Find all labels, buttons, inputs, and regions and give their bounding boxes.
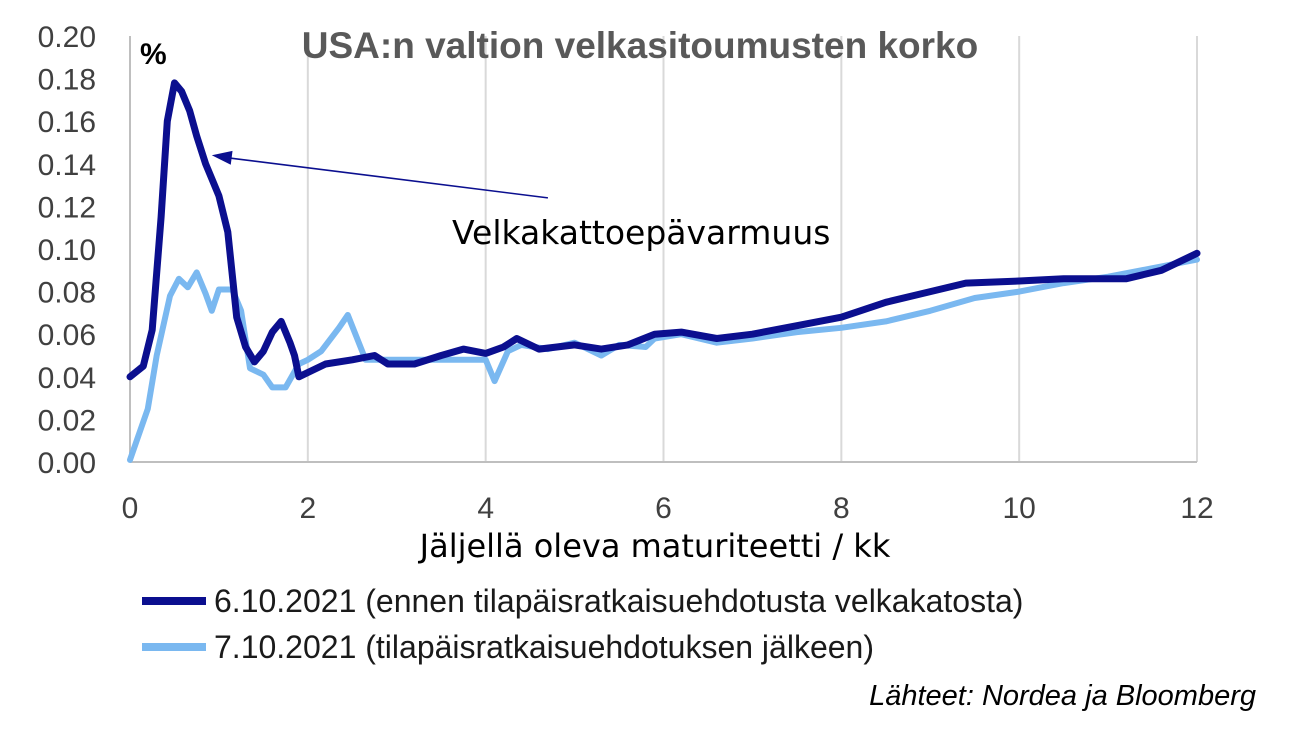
- y-tick-label: 0.14: [38, 149, 96, 182]
- x-tick-label: 10: [1002, 492, 1035, 525]
- x-axis-ticks: 0 2 4 6 8 10 12: [122, 492, 1214, 525]
- chart-title: USA:n valtion velkasitoumusten korko: [302, 25, 978, 66]
- legend-label-1: 7.10.2021 (tilapäisratkaisuehdotuksen jä…: [214, 629, 874, 665]
- y-tick-label: 0.00: [38, 447, 96, 480]
- annotation-arrow-line: [223, 156, 549, 199]
- y-tick-label: 0.16: [38, 106, 96, 139]
- x-axis-label: Jäljellä oleva maturiteetti / kk: [418, 527, 891, 565]
- series-lines: [126, 79, 1201, 463]
- y-tick-label: 0.12: [38, 191, 96, 224]
- y-tick-label: 0.04: [38, 362, 96, 395]
- x-tick-label: 8: [833, 492, 850, 525]
- x-tick-label: 12: [1180, 492, 1213, 525]
- annotation-text: Velkakattoepävarmuus: [452, 213, 830, 252]
- y-tick-label: 0.18: [38, 64, 96, 97]
- x-tick-label: 2: [299, 492, 316, 525]
- y-tick-label: 0.20: [38, 21, 96, 54]
- axes: [129, 36, 1197, 463]
- y-tick-label: 0.08: [38, 277, 96, 310]
- grid-lines: [306, 36, 1198, 462]
- series-line-0: [126, 79, 1201, 381]
- y-tick-label: 0.10: [38, 234, 96, 267]
- source-note: Lähteet: Nordea ja Bloomberg: [869, 680, 1256, 712]
- annotation: Velkakattoepävarmuus: [211, 150, 830, 252]
- y-tick-label: 0.06: [38, 319, 96, 352]
- x-tick-label: 4: [477, 492, 494, 525]
- x-tick-label: 6: [655, 492, 672, 525]
- y-axis-ticks: 0.00 0.02 0.04 0.06 0.08 0.10 0.12 0.14 0.16 0.18…: [38, 21, 96, 480]
- unit-label: %: [140, 38, 167, 71]
- legend: 6.10.2021 (ennen tilapäisratkaisuehdotus…: [142, 583, 1023, 665]
- annotation-arrow-head: [211, 150, 233, 165]
- legend-label-0: 6.10.2021 (ennen tilapäisratkaisuehdotus…: [214, 583, 1023, 619]
- y-tick-label: 0.02: [38, 404, 96, 437]
- x-tick-label: 0: [122, 492, 139, 525]
